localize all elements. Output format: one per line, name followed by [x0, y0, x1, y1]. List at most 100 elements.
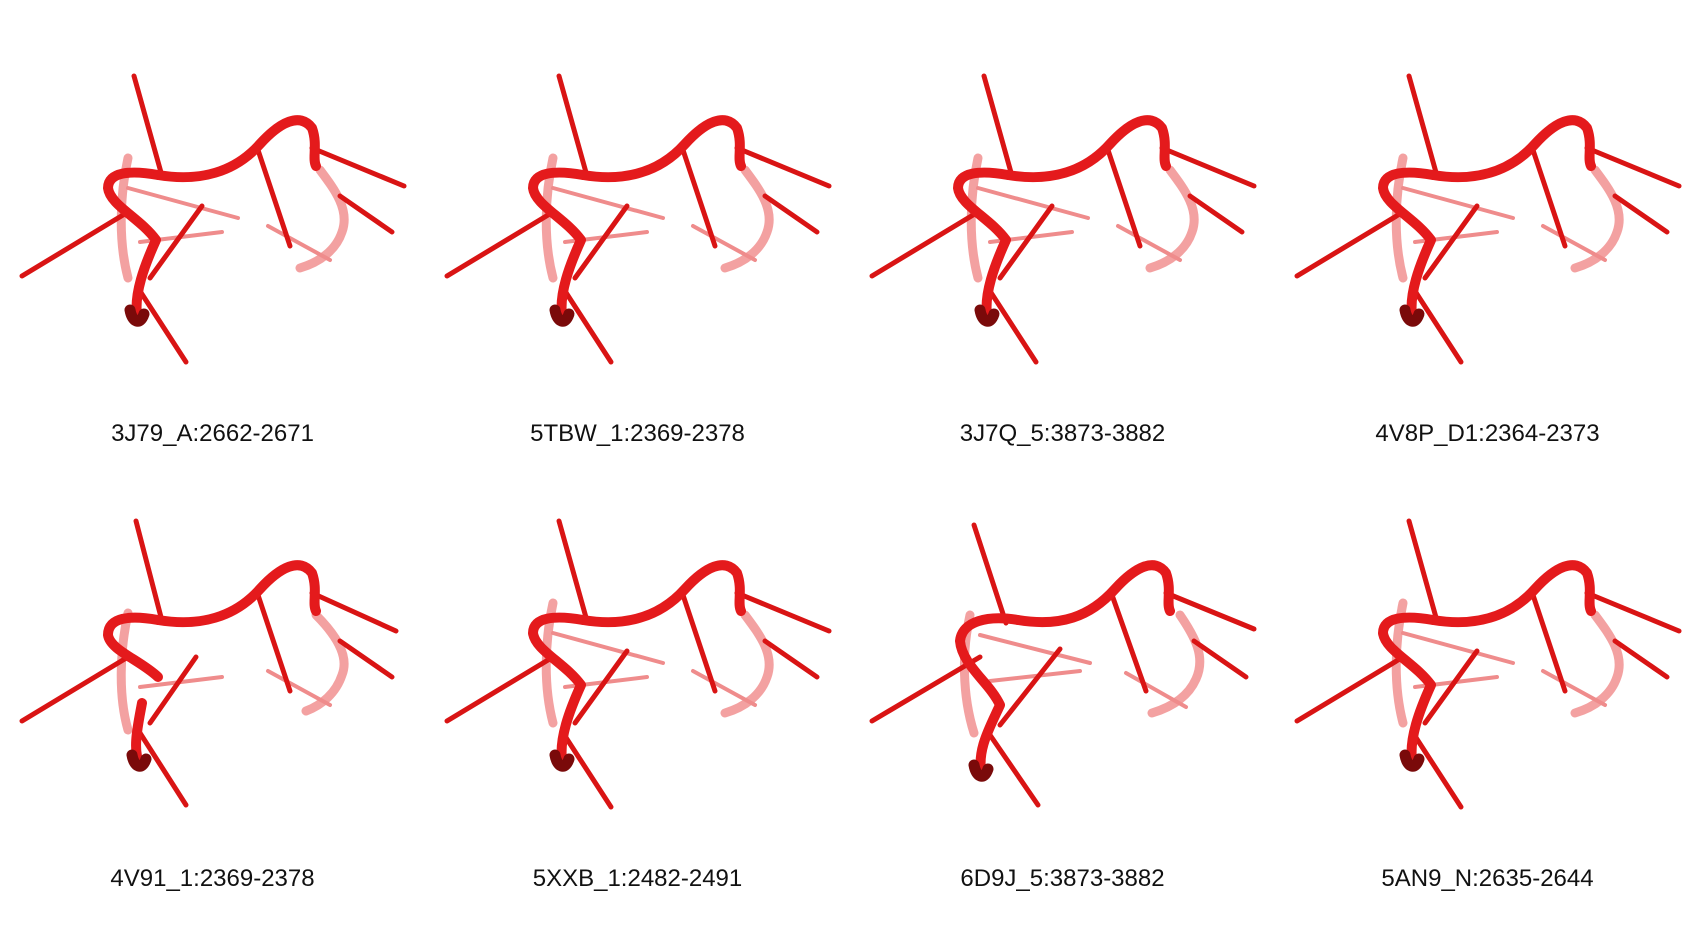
- base-stick: [1406, 518, 1440, 624]
- base-stick: [1191, 638, 1249, 680]
- structure-panel: 5XXB_1:2482-2491: [425, 445, 850, 892]
- rna-structure-render: [869, 73, 1257, 365]
- backbone-tube: [103, 167, 163, 325]
- base-stick: [1163, 590, 1257, 632]
- structure-label: 4V8P_D1:2364-2373: [1375, 420, 1600, 447]
- base-stick: [560, 730, 614, 810]
- base-stick: [309, 145, 407, 189]
- structure-panel: 4V91_1:2369-2378: [0, 445, 425, 892]
- rna-structure-render: [444, 518, 832, 810]
- faded-base-stick: [551, 631, 665, 665]
- base-stick: [1584, 590, 1682, 634]
- base-stick: [1530, 592, 1568, 694]
- rna-structure-render: [869, 522, 1257, 808]
- faded-base-stick: [1401, 631, 1515, 665]
- base-stick: [997, 203, 1055, 281]
- faded-base-stick: [1124, 671, 1188, 709]
- base-stick: [997, 646, 1063, 728]
- faded-base-stick: [266, 669, 332, 707]
- structure-panel: 3J7Q_5:3873-3882: [850, 0, 1275, 447]
- backbone-tube: [1428, 115, 1596, 183]
- base-stick: [137, 730, 189, 808]
- base-stick: [309, 590, 399, 634]
- backbone-tube: [1428, 560, 1596, 628]
- base-stick: [1422, 648, 1480, 726]
- faded-base-stick: [691, 224, 757, 262]
- rna-structure-render: [444, 73, 832, 365]
- base-stick: [572, 203, 630, 281]
- faded-backbone: [720, 610, 774, 718]
- base-stick: [1410, 285, 1464, 365]
- base-stick: [869, 209, 981, 279]
- rna-structure-render: [19, 73, 407, 365]
- faded-base-stick: [988, 669, 1082, 683]
- base-stick: [131, 73, 165, 179]
- base-stick: [734, 590, 832, 634]
- base-stick: [1612, 638, 1670, 680]
- base-stick: [147, 654, 199, 726]
- rna-structure-render: [19, 518, 399, 808]
- base-stick: [680, 592, 718, 694]
- base-stick: [135, 285, 189, 365]
- base-stick: [985, 285, 1039, 365]
- faded-backbone: [295, 165, 349, 273]
- base-stick: [556, 73, 590, 179]
- structure-label: 5TBW_1:2369-2378: [530, 420, 745, 447]
- faded-backbone: [1147, 610, 1205, 718]
- base-stick: [1294, 654, 1406, 724]
- base-stick: [680, 147, 718, 249]
- faded-base-stick: [1401, 186, 1515, 220]
- faded-backbone: [1570, 165, 1624, 273]
- faded-base-stick: [691, 669, 757, 707]
- base-stick: [572, 648, 630, 726]
- base-stick: [869, 654, 983, 724]
- structure-label: 5AN9_N:2635-2644: [1381, 865, 1594, 892]
- backbone-shadow: [126, 749, 152, 772]
- base-stick: [444, 209, 556, 279]
- backbone-tube: [1003, 115, 1171, 183]
- faded-backbone: [116, 608, 133, 735]
- base-stick: [762, 193, 820, 235]
- structure-panel: 3J79_A:2662-2671: [0, 0, 425, 447]
- structure-label: 5XXB_1:2482-2491: [532, 865, 743, 892]
- base-stick: [444, 654, 556, 724]
- faded-base-stick: [976, 186, 1090, 220]
- structure-panel: 4V8P_D1:2364-2373: [1275, 0, 1700, 447]
- backbone-tube: [1378, 167, 1438, 325]
- base-stick: [19, 654, 131, 724]
- backbone-shadow: [968, 759, 994, 782]
- backbone-shadow: [124, 304, 150, 327]
- faded-backbone: [301, 610, 349, 716]
- base-stick: [734, 145, 832, 189]
- base-stick: [255, 592, 293, 694]
- base-stick: [337, 193, 395, 235]
- structure-label: 3J7Q_5:3873-3882: [959, 420, 1166, 447]
- faded-base-stick: [551, 186, 665, 220]
- base-stick: [971, 522, 1009, 626]
- base-stick: [1422, 203, 1480, 281]
- backbone-tube: [153, 560, 321, 628]
- backbone-shadow: [549, 749, 575, 772]
- structure-panel: 5TBW_1:2369-2378: [425, 0, 850, 447]
- base-stick: [981, 73, 1015, 179]
- rna-structure-render: [1294, 518, 1682, 810]
- structure-panel: 6D9J_5:3873-3882: [850, 445, 1275, 892]
- base-stick: [1109, 592, 1149, 694]
- base-stick: [762, 638, 820, 680]
- backbone-tube: [578, 115, 746, 183]
- structure-panel: 5AN9_N:2635-2644: [1275, 445, 1700, 892]
- base-stick: [1159, 145, 1257, 189]
- base-stick: [133, 518, 165, 624]
- base-stick: [147, 203, 205, 281]
- base-stick: [1584, 145, 1682, 189]
- rna-structure-render: [1294, 73, 1682, 365]
- backbone-shadow: [1399, 304, 1425, 327]
- backbone-tube: [955, 613, 1023, 780]
- base-stick: [1294, 209, 1406, 279]
- faded-backbone: [1145, 165, 1199, 273]
- backbone-tube: [153, 115, 321, 183]
- faded-base-stick: [1541, 669, 1607, 707]
- backbone-tube: [953, 167, 1013, 325]
- backbone-tube: [528, 167, 588, 325]
